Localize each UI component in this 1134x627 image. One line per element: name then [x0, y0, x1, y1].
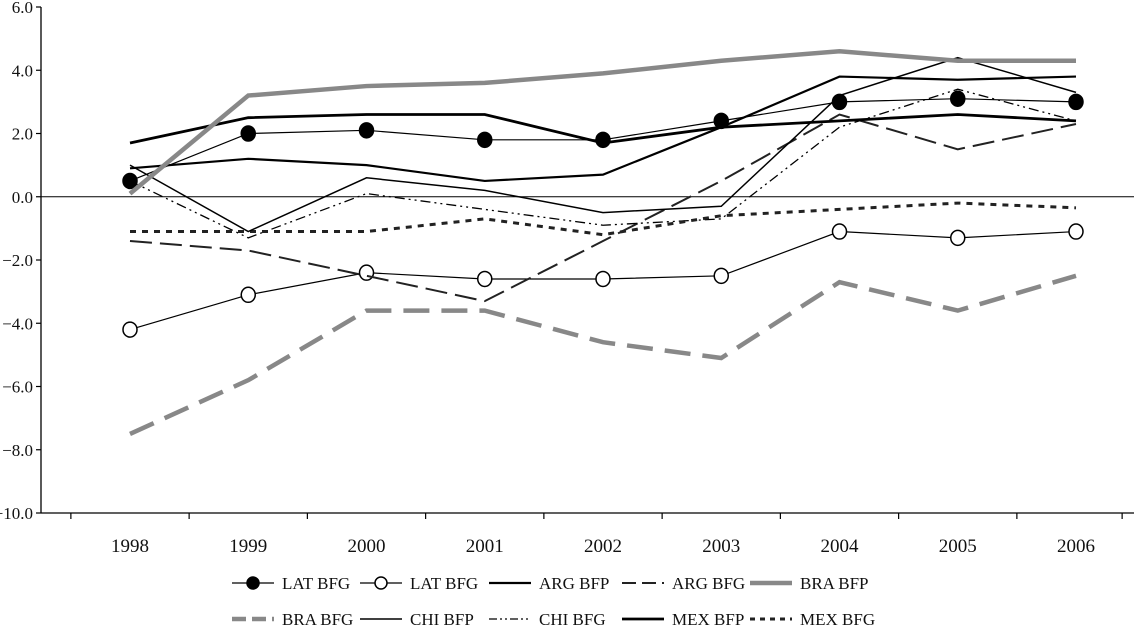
- y-tick-label: −8.0: [2, 441, 33, 460]
- legend-marker: [374, 576, 388, 590]
- data-point-marker: [122, 172, 138, 190]
- legend-label: CHI BFP: [410, 610, 474, 627]
- y-tick-label: 4.0: [12, 61, 33, 80]
- series-line-bra-bfg: [129, 273, 1077, 436]
- y-tick-label: 6.0: [12, 0, 33, 17]
- x-tick-label: 2004: [821, 536, 860, 557]
- y-tick-label: 0.0: [12, 188, 33, 207]
- data-point-marker: [713, 112, 729, 130]
- data-point-marker: [950, 90, 966, 107]
- y-tick-label: −10.0: [0, 504, 33, 523]
- x-tick-label: 2006: [1057, 536, 1095, 557]
- y-tick-label: −4.0: [2, 314, 33, 333]
- data-point-marker: [1068, 93, 1084, 111]
- data-point-marker: [950, 229, 966, 247]
- data-point-marker: [477, 270, 493, 288]
- y-tick-label: 2.0: [12, 125, 33, 144]
- legend: LAT BFG LAT BFG ARG BFP ARG BFG BRA BFP BRA B…: [232, 574, 875, 627]
- data-point-marker: [122, 321, 138, 338]
- x-tick-label: 2002: [584, 536, 622, 557]
- series-line-chi-bfg: [129, 88, 1077, 239]
- y-tick-label: −2.0: [2, 251, 33, 270]
- legend-marker: [246, 576, 260, 590]
- data-point-marker: [595, 270, 611, 288]
- legend-label: LAT BFG: [282, 574, 350, 593]
- axes: 6.0 4.0 2.0 0.0 −2.0 −4.0 −6.0 −8.0 −10.0 1998 199…: [0, 0, 1134, 557]
- series-line-arg-bfp: [129, 75, 1077, 183]
- data-point-marker: [240, 286, 256, 304]
- series-line-bra-bfp: [128, 49, 1076, 196]
- data-point-marker: [831, 223, 848, 240]
- x-tick-label: 1999: [229, 536, 267, 557]
- data-point-marker: [358, 122, 375, 139]
- series-lines: [122, 49, 1084, 436]
- data-point-marker: [1068, 223, 1084, 240]
- data-point-marker: [595, 131, 611, 149]
- data-point-marker: [240, 125, 256, 142]
- legend-label: ARG BFP: [539, 574, 609, 593]
- series-line-mex-bfg: [130, 201, 1077, 237]
- legend-label: BRA BFG: [282, 610, 353, 627]
- y-tick-label: −6.0: [2, 378, 33, 397]
- series-line-chi-bfp: [129, 56, 1077, 233]
- data-point-marker: [477, 131, 493, 149]
- data-point-marker: [358, 264, 375, 281]
- data-point-marker: [831, 93, 848, 111]
- legend-label: ARG BFG: [672, 574, 745, 593]
- legend-label: MEX BFP: [672, 610, 744, 627]
- x-tick-label: 1998: [111, 536, 149, 557]
- series-line-arg-bfg: [129, 113, 1077, 303]
- legend-label: CHI BFG: [539, 610, 606, 627]
- x-tick-label: 2005: [939, 536, 977, 557]
- data-point-marker: [713, 267, 729, 285]
- x-tick-label: 2000: [348, 536, 386, 557]
- x-tick-label: 2001: [466, 536, 504, 557]
- legend-label: MEX BFG: [800, 610, 875, 627]
- x-tick-label: 2003: [702, 536, 740, 557]
- legend-label: BRA BFP: [800, 574, 869, 593]
- legend-label: LAT BFG: [410, 574, 478, 593]
